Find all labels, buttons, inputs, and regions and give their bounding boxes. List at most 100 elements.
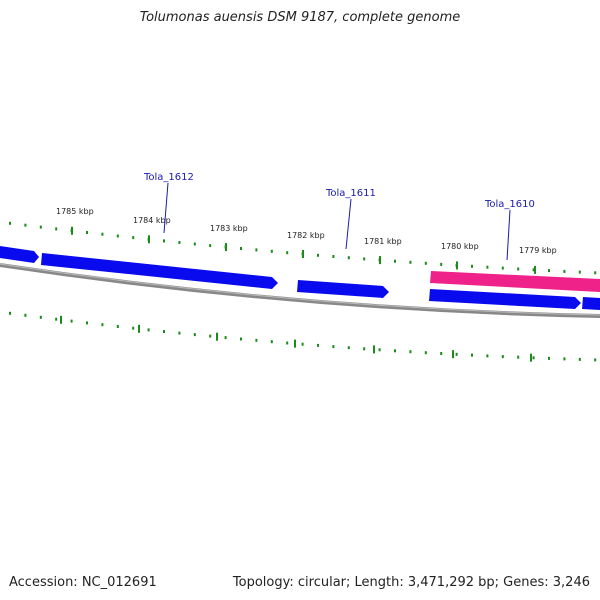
inner-track-minor-tick <box>70 319 73 323</box>
inner-track-minor-tick <box>240 337 242 341</box>
outer-track-minor-tick <box>486 265 489 269</box>
genome-backbone <box>0 263 600 318</box>
outer-track-minor-tick <box>394 259 396 263</box>
inner-track-minor-tick <box>424 351 427 355</box>
inner-track-minor-tick <box>86 321 88 325</box>
outer-track-minor-tick <box>347 256 350 260</box>
gene-label-tola-1610[interactable]: Tola_1610 <box>484 199 535 210</box>
outer-tick-track <box>9 221 597 275</box>
outer-track-major-tick <box>534 265 536 274</box>
inner-track-minor-tick <box>147 328 150 332</box>
inner-track-minor-tick <box>193 333 196 337</box>
inner-tick-track <box>9 311 597 362</box>
inner-track-major-tick <box>60 315 62 324</box>
outer-track-major-tick <box>71 226 73 235</box>
inner-track-major-tick <box>452 350 454 359</box>
inner-track-minor-tick <box>563 357 566 361</box>
outer-track-minor-tick <box>594 271 597 275</box>
outer-track-minor-tick <box>532 268 535 272</box>
gene-arrow-tola-1612[interactable] <box>41 253 278 289</box>
inner-track-minor-tick <box>548 356 550 360</box>
inner-track-minor-tick <box>394 349 396 353</box>
outer-track-minor-tick <box>178 241 181 244</box>
inner-track-minor-tick <box>178 331 181 335</box>
inner-track-minor-tick <box>347 346 350 350</box>
scale-label: 1781 kbp <box>364 237 402 246</box>
inner-track-minor-tick <box>224 336 227 340</box>
inner-track-minor-tick <box>24 313 27 317</box>
inner-track-minor-tick <box>455 352 458 356</box>
inner-track-minor-tick <box>255 338 258 342</box>
inner-track-minor-tick <box>209 334 212 338</box>
gene-arrow[interactable] <box>582 297 600 310</box>
gene-arrow-tola-1610[interactable] <box>430 271 600 292</box>
outer-track-minor-tick <box>548 269 550 273</box>
scale-label: 1782 kbp <box>287 231 325 240</box>
inner-track-minor-tick <box>532 356 535 360</box>
inner-track-minor-tick <box>578 357 581 361</box>
inner-track-minor-tick <box>270 340 273 344</box>
inner-track-minor-tick <box>116 325 119 328</box>
inner-track-minor-tick <box>55 317 58 321</box>
backbone-highlight <box>0 263 600 316</box>
inner-track-minor-tick <box>39 315 42 319</box>
outer-track-minor-tick <box>578 270 581 274</box>
outer-track-minor-tick <box>317 253 319 257</box>
outer-track-minor-tick <box>209 244 212 248</box>
inner-track-minor-tick <box>101 323 104 327</box>
outer-track-minor-tick <box>286 251 289 255</box>
gene-label-tola-1612[interactable]: Tola_1612 <box>143 172 194 183</box>
inner-track-minor-tick <box>409 350 412 354</box>
outer-track-minor-tick <box>163 239 165 243</box>
genome-summary: Topology: circular; Length: 3,471,292 bp… <box>232 575 590 590</box>
inner-track-major-tick <box>530 353 532 362</box>
inner-track-minor-tick <box>132 326 135 330</box>
inner-track-minor-tick <box>517 355 520 359</box>
inner-track-minor-tick <box>471 353 473 357</box>
gene-label-leader <box>506 209 511 261</box>
outer-track-minor-tick <box>563 269 566 273</box>
inner-track-major-tick <box>294 339 296 348</box>
outer-track-minor-tick <box>132 236 135 240</box>
gene-arrow[interactable] <box>429 289 581 309</box>
inner-track-minor-tick <box>301 342 304 346</box>
inner-track-minor-tick <box>163 330 165 333</box>
accession-label: Accession: NC_012691 <box>9 575 157 590</box>
outer-track-minor-tick <box>39 225 42 229</box>
outer-track-minor-tick <box>193 242 196 246</box>
outer-track-major-tick <box>456 261 458 270</box>
outer-track-minor-tick <box>424 261 427 265</box>
scale-label: 1783 kbp <box>210 224 248 233</box>
genome-title: Tolumonas auensis DSM 9187, complete gen… <box>139 10 461 25</box>
scale-label: 1784 kbp <box>133 216 171 225</box>
inner-track-minor-tick <box>286 341 289 345</box>
inner-track-minor-tick <box>501 355 504 359</box>
gene-track <box>0 246 600 310</box>
outer-track-major-tick <box>379 256 381 265</box>
outer-track-minor-tick <box>471 264 473 268</box>
outer-track-minor-tick <box>363 257 366 261</box>
gene-label-leader <box>345 198 352 250</box>
outer-track-major-tick <box>225 243 227 252</box>
inner-track-major-tick <box>216 332 218 341</box>
outer-track-minor-tick <box>101 232 104 236</box>
gene-callouts: Tola_1612 Tola_1611 Tola_1610 <box>143 172 535 261</box>
outer-track-minor-tick <box>86 231 88 234</box>
scale-labels: 1785 kbp 1784 kbp 1783 kbp 1782 kbp 1781… <box>56 207 557 255</box>
outer-track-minor-tick <box>240 247 242 250</box>
outer-track-major-tick <box>148 235 150 244</box>
outer-track-minor-tick <box>517 267 520 271</box>
inner-track-minor-tick <box>9 311 11 315</box>
gene-arrow[interactable] <box>0 246 39 263</box>
scale-label: 1780 kbp <box>441 242 479 251</box>
outer-track-major-tick <box>302 250 304 258</box>
inner-track-minor-tick <box>378 348 381 352</box>
scale-label: 1779 kbp <box>519 246 557 255</box>
outer-track-minor-tick <box>332 255 335 258</box>
inner-track-minor-tick <box>317 343 319 347</box>
gene-label-tola-1611[interactable]: Tola_1611 <box>325 188 376 199</box>
scale-label: 1785 kbp <box>56 207 94 216</box>
outer-track-minor-tick <box>24 223 27 227</box>
outer-track-minor-tick <box>55 227 58 231</box>
gene-arrow-tola-1611[interactable] <box>297 280 389 298</box>
